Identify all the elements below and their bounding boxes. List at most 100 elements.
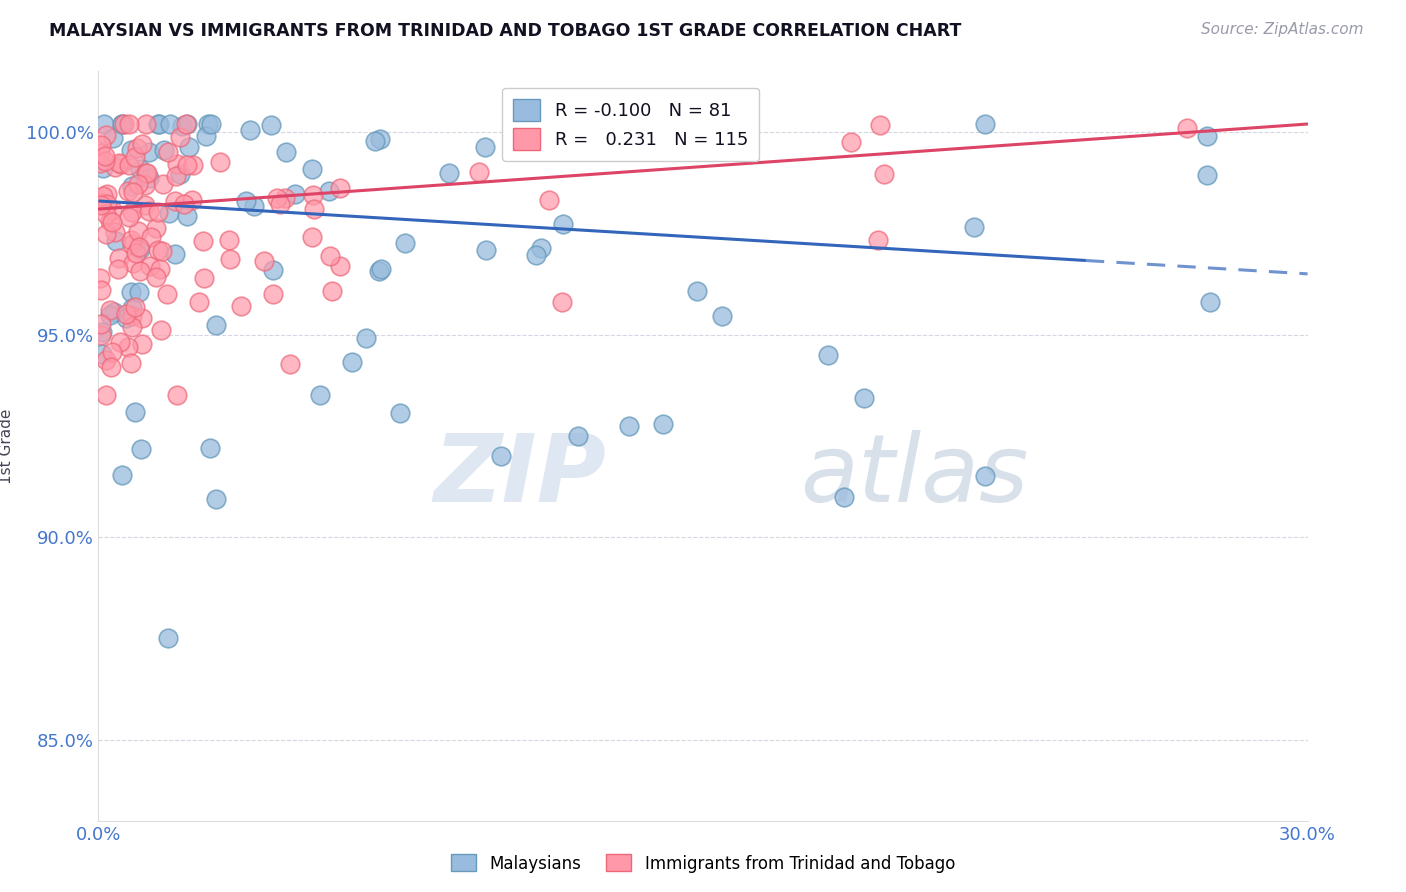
Point — [101, 202, 124, 217]
Point — [115, 307, 138, 321]
Point — [191, 234, 214, 248]
Point — [243, 199, 266, 213]
Point — [125, 245, 148, 260]
Point — [817, 348, 839, 362]
Point — [276, 145, 298, 160]
Point — [974, 117, 997, 131]
Point — [218, 233, 240, 247]
Point — [340, 354, 363, 368]
Point — [145, 221, 167, 235]
Point — [651, 417, 673, 431]
Point — [159, 117, 181, 131]
Point — [121, 185, 143, 199]
Point — [180, 193, 202, 207]
Point — [318, 249, 340, 263]
Point — [329, 259, 352, 273]
Point — [124, 150, 146, 164]
Point — [551, 295, 574, 310]
Point — [103, 305, 125, 319]
Point — [524, 248, 547, 262]
Point — [138, 145, 160, 159]
Point — [90, 283, 112, 297]
Point — [269, 197, 291, 211]
Point — [165, 169, 187, 183]
Point — [551, 217, 574, 231]
Point — [149, 262, 172, 277]
Point — [110, 467, 132, 482]
Point — [131, 337, 153, 351]
Point — [105, 234, 128, 248]
Point — [148, 117, 170, 131]
Point — [121, 178, 143, 193]
Point — [135, 166, 157, 180]
Point — [101, 215, 124, 229]
Point — [120, 234, 142, 248]
Text: ZIP: ZIP — [433, 430, 606, 522]
Point — [166, 157, 188, 171]
Point — [474, 140, 496, 154]
Point — [93, 149, 115, 163]
Point — [166, 388, 188, 402]
Point — [129, 161, 152, 176]
Point — [129, 442, 152, 457]
Point — [193, 271, 215, 285]
Point — [163, 194, 186, 208]
Point — [302, 188, 325, 202]
Point — [173, 197, 195, 211]
Point — [1198, 294, 1220, 309]
Point — [94, 154, 117, 169]
Point — [134, 178, 156, 192]
Point — [127, 225, 149, 239]
Point — [266, 191, 288, 205]
Point — [685, 285, 707, 299]
Point — [121, 319, 143, 334]
Point — [468, 164, 491, 178]
Point — [94, 352, 117, 367]
Point — [200, 117, 222, 131]
Text: atlas: atlas — [800, 431, 1028, 522]
Point — [128, 264, 150, 278]
Point — [107, 156, 129, 170]
Point — [108, 334, 131, 349]
Point — [122, 256, 145, 270]
Point — [91, 161, 114, 176]
Point — [91, 325, 114, 339]
Point — [96, 197, 118, 211]
Point — [194, 128, 217, 143]
Point — [115, 310, 138, 325]
Point — [188, 295, 211, 310]
Point — [176, 159, 198, 173]
Point — [89, 156, 111, 170]
Point — [91, 347, 114, 361]
Point — [231, 299, 253, 313]
Point — [260, 118, 283, 132]
Point — [127, 178, 149, 192]
Point — [121, 237, 143, 252]
Point — [157, 145, 180, 159]
Point — [111, 117, 134, 131]
Point — [370, 262, 392, 277]
Point — [128, 240, 150, 254]
Point — [853, 391, 876, 405]
Point — [150, 244, 173, 258]
Point — [364, 134, 387, 148]
Point — [181, 158, 204, 172]
Point — [118, 158, 141, 172]
Point — [121, 301, 143, 315]
Point — [198, 441, 221, 455]
Point — [152, 178, 174, 192]
Point — [149, 323, 172, 337]
Point — [163, 247, 186, 261]
Point — [262, 262, 284, 277]
Point — [131, 311, 153, 326]
Point — [197, 117, 219, 131]
Point — [354, 331, 377, 345]
Point — [329, 181, 352, 195]
Point — [100, 344, 122, 359]
Point — [124, 405, 146, 419]
Point — [177, 140, 200, 154]
Point — [974, 469, 997, 483]
Point — [491, 449, 513, 463]
Point — [869, 118, 891, 132]
Point — [90, 196, 112, 211]
